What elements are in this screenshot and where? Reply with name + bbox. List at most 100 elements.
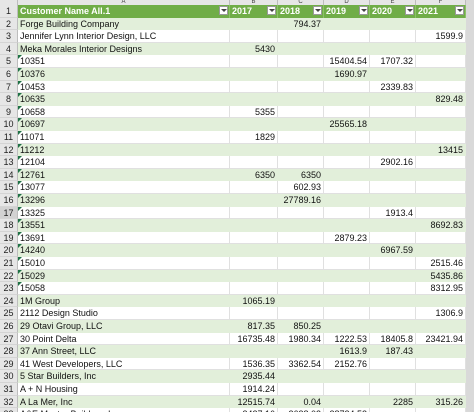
- table-cell[interactable]: [370, 357, 416, 371]
- table-cell[interactable]: [416, 55, 466, 68]
- table-cell[interactable]: [324, 294, 370, 308]
- table-cell[interactable]: [278, 383, 324, 396]
- table-cell[interactable]: 14240: [18, 244, 230, 257]
- row-number[interactable]: 12: [0, 143, 18, 157]
- table-cell[interactable]: 1M Group: [18, 294, 230, 308]
- header-cell[interactable]: Customer Name All.1: [18, 5, 230, 18]
- table-cell[interactable]: [416, 131, 466, 144]
- table-cell[interactable]: [324, 282, 370, 295]
- table-cell[interactable]: [370, 219, 416, 232]
- table-cell[interactable]: 12104: [18, 156, 230, 169]
- table-cell[interactable]: [324, 143, 370, 157]
- table-cell[interactable]: [416, 168, 466, 182]
- table-cell[interactable]: [278, 143, 324, 157]
- table-cell[interactable]: 1980.34: [278, 332, 324, 346]
- table-cell[interactable]: [278, 156, 324, 169]
- table-cell[interactable]: [230, 244, 278, 257]
- table-cell[interactable]: [230, 194, 278, 207]
- table-cell[interactable]: [370, 294, 416, 308]
- row-number[interactable]: 2: [0, 17, 18, 31]
- table-cell[interactable]: [416, 42, 466, 56]
- table-cell[interactable]: [230, 206, 278, 220]
- table-cell[interactable]: [278, 269, 324, 283]
- table-cell[interactable]: 13551: [18, 219, 230, 232]
- table-cell[interactable]: [324, 42, 370, 56]
- row-number[interactable]: 4: [0, 42, 18, 56]
- table-cell[interactable]: [324, 307, 370, 320]
- table-cell[interactable]: 27789.16: [278, 194, 324, 207]
- header-cell[interactable]: 2017: [230, 5, 278, 18]
- table-cell[interactable]: 5 Star Builders, Inc: [18, 370, 230, 383]
- row-number[interactable]: 25: [0, 307, 18, 320]
- table-cell[interactable]: 15029: [18, 269, 230, 283]
- table-cell[interactable]: A La Mer, Inc: [18, 395, 230, 409]
- table-cell[interactable]: [278, 80, 324, 94]
- row-number[interactable]: 32: [0, 395, 18, 409]
- table-cell[interactable]: [416, 294, 466, 308]
- table-cell[interactable]: [278, 131, 324, 144]
- table-cell[interactable]: [416, 194, 466, 207]
- table-cell[interactable]: [230, 30, 278, 43]
- row-number[interactable]: 28: [0, 345, 18, 358]
- table-cell[interactable]: 6350: [278, 168, 324, 182]
- table-cell[interactable]: [278, 93, 324, 106]
- table-cell[interactable]: [370, 408, 416, 412]
- table-cell[interactable]: 1690.97: [324, 68, 370, 81]
- table-cell[interactable]: [416, 357, 466, 371]
- column-letter[interactable]: B: [230, 0, 278, 5]
- table-cell[interactable]: [324, 17, 370, 31]
- filter-button[interactable]: [313, 6, 322, 15]
- table-cell[interactable]: [370, 383, 416, 396]
- row-number[interactable]: 16: [0, 194, 18, 207]
- table-cell[interactable]: 2339.83: [370, 80, 416, 94]
- table-cell[interactable]: 10697: [18, 118, 230, 131]
- table-cell[interactable]: [324, 156, 370, 169]
- table-cell[interactable]: [230, 55, 278, 68]
- table-cell[interactable]: [370, 370, 416, 383]
- column-letter[interactable]: C: [278, 0, 324, 5]
- table-cell[interactable]: [370, 105, 416, 119]
- table-cell[interactable]: 2935.44: [230, 370, 278, 383]
- table-cell[interactable]: [416, 244, 466, 257]
- table-cell[interactable]: A&E Master Builders, Inc: [18, 408, 230, 412]
- table-cell[interactable]: [230, 257, 278, 270]
- row-number[interactable]: 17: [0, 206, 18, 220]
- table-cell[interactable]: 25565.18: [324, 118, 370, 131]
- table-cell[interactable]: [416, 68, 466, 81]
- table-cell[interactable]: [416, 118, 466, 131]
- table-cell[interactable]: 2515.46: [416, 257, 466, 270]
- table-cell[interactable]: [370, 131, 416, 144]
- table-cell[interactable]: 315.26: [416, 395, 466, 409]
- row-number[interactable]: 19: [0, 231, 18, 245]
- table-cell[interactable]: 2152.76: [324, 357, 370, 371]
- row-number[interactable]: 8: [0, 93, 18, 106]
- row-number[interactable]: 20: [0, 244, 18, 257]
- table-cell[interactable]: [370, 68, 416, 81]
- table-cell[interactable]: [416, 370, 466, 383]
- table-cell[interactable]: [416, 383, 466, 396]
- filter-button[interactable]: [359, 6, 368, 15]
- table-cell[interactable]: 829.48: [416, 93, 466, 106]
- row-number[interactable]: 22: [0, 269, 18, 283]
- table-cell[interactable]: [416, 181, 466, 194]
- table-cell[interactable]: [324, 370, 370, 383]
- table-cell[interactable]: 1536.35: [230, 357, 278, 371]
- table-cell[interactable]: [416, 156, 466, 169]
- table-cell[interactable]: [230, 17, 278, 31]
- table-cell[interactable]: [324, 269, 370, 283]
- table-cell[interactable]: 13415: [416, 143, 466, 157]
- filter-button[interactable]: [267, 6, 276, 15]
- table-cell[interactable]: 794.37: [278, 17, 324, 31]
- table-cell[interactable]: 10658: [18, 105, 230, 119]
- table-cell[interactable]: [416, 231, 466, 245]
- table-cell[interactable]: 817.35: [230, 320, 278, 333]
- table-cell[interactable]: [370, 42, 416, 56]
- table-cell[interactable]: [324, 206, 370, 220]
- table-cell[interactable]: 850.25: [278, 320, 324, 333]
- table-cell[interactable]: [278, 244, 324, 257]
- filter-button[interactable]: [219, 6, 228, 15]
- header-cell[interactable]: 2020: [370, 5, 416, 18]
- table-cell[interactable]: 3427.16: [230, 408, 278, 412]
- row-number[interactable]: 5: [0, 55, 18, 68]
- row-number[interactable]: 18: [0, 219, 18, 232]
